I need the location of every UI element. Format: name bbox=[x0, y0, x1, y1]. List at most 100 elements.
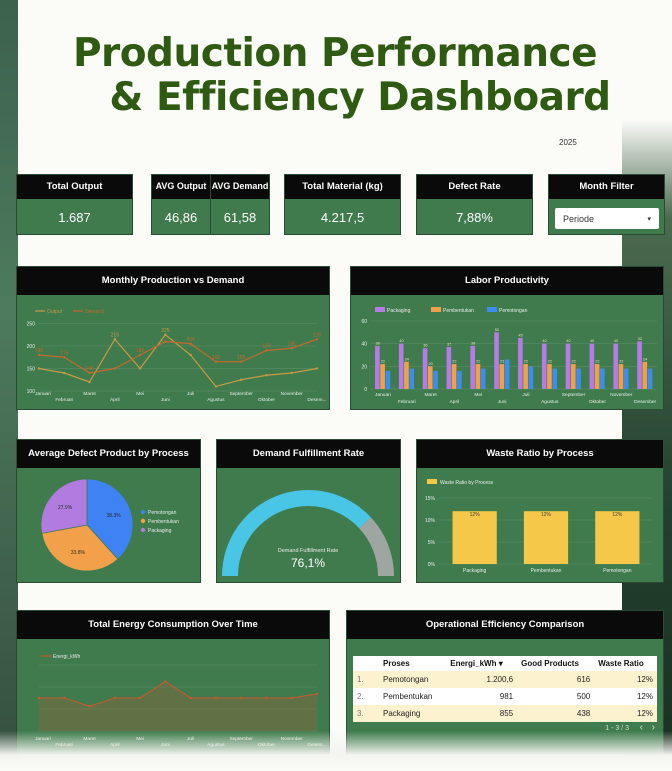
x-tick-label: Oktober bbox=[258, 397, 275, 403]
x-tick-label: Desem... bbox=[307, 397, 326, 403]
table-row[interactable]: 2. Pembentukan 981 500 12% bbox=[353, 688, 657, 705]
table-row[interactable]: 3. Packaging 855 438 12% bbox=[353, 705, 657, 722]
month-filter-value: Periode bbox=[563, 213, 595, 224]
kpi-value: 4.217,5 bbox=[320, 210, 365, 225]
bar-packaging bbox=[398, 343, 404, 389]
bar-packaging bbox=[470, 345, 476, 389]
cell-waste-ratio: 12% bbox=[636, 675, 653, 684]
cell-energi: 1.200,6 bbox=[486, 675, 514, 684]
cell-good-products: 500 bbox=[576, 692, 591, 701]
legend-swatch bbox=[140, 527, 146, 533]
data-label: 22 bbox=[524, 360, 528, 364]
data-point bbox=[265, 349, 268, 352]
kpi-value: 46,86 bbox=[164, 210, 198, 225]
legend-swatch bbox=[375, 307, 385, 312]
data-label: 180 bbox=[35, 348, 44, 354]
bar-pembentukan bbox=[618, 364, 624, 389]
legend-swatch bbox=[140, 518, 146, 524]
data-point bbox=[315, 367, 319, 370]
energy-line bbox=[39, 680, 318, 707]
data-label: 38 bbox=[376, 341, 380, 345]
data-label: 22 bbox=[595, 360, 599, 364]
col-good-products[interactable]: Good Products bbox=[517, 656, 595, 671]
data-point bbox=[189, 353, 192, 357]
data-label: 12% bbox=[612, 512, 623, 518]
row-number: 3. bbox=[357, 709, 364, 718]
data-label: 36 bbox=[423, 344, 427, 348]
bar-packaging bbox=[446, 347, 452, 389]
data-label: 22 bbox=[619, 360, 623, 364]
panel-title: Operational Efficiency Comparison bbox=[347, 611, 663, 639]
data-label: 42 bbox=[638, 337, 642, 341]
monthly-production-chart: 100 150 200 250 215 225 180 175 146 180 204 165 165 1… bbox=[27, 309, 327, 403]
prev-page-icon[interactable]: ‹ bbox=[639, 722, 643, 733]
bar-pemotongan bbox=[409, 368, 415, 389]
cell-proses: Pembentukan bbox=[383, 692, 433, 701]
series-line-output bbox=[38, 333, 318, 388]
kpi-avg-demand: AVG Demand 61,58 bbox=[211, 175, 269, 234]
data-point bbox=[290, 347, 293, 350]
bar-packaging bbox=[375, 345, 380, 389]
data-label: 22 bbox=[452, 360, 456, 364]
bar-packaging bbox=[637, 341, 642, 389]
x-tick-label: Desember bbox=[634, 399, 657, 405]
title-line-1: Production Performance bbox=[72, 31, 598, 76]
bar-waste bbox=[523, 511, 569, 564]
data-label: 175 bbox=[60, 350, 69, 356]
next-page-icon[interactable]: › bbox=[651, 722, 655, 733]
col-proses[interactable]: Proses bbox=[379, 656, 447, 671]
data-point bbox=[214, 385, 218, 388]
sort-desc-icon: ▾ bbox=[498, 659, 503, 668]
month-filter-dropdown[interactable]: Periode ▾ bbox=[555, 208, 659, 229]
data-label: 22 bbox=[548, 360, 552, 364]
panel-labor-productivity: Labor Productivity 0 20 40 60 38 22 Januari 40 2… bbox=[350, 266, 664, 410]
pie-slice-pembentukan bbox=[41, 524, 119, 572]
bar-pembentukan bbox=[475, 364, 481, 389]
data-label: 146 bbox=[85, 366, 94, 372]
data-label: 180 bbox=[136, 348, 145, 354]
panel-title: Labor Productivity bbox=[351, 267, 663, 295]
background-bottom-fade bbox=[0, 731, 672, 771]
pie-slice-packaging bbox=[40, 478, 88, 534]
bar-pembentukan bbox=[380, 364, 385, 389]
data-point bbox=[214, 696, 218, 700]
legend-label: Pembentukan bbox=[148, 519, 179, 525]
x-tick-label: Januari bbox=[35, 391, 51, 397]
data-point bbox=[265, 374, 268, 377]
ops-table: Proses Energi_kWh ▾ Good Products Waste … bbox=[353, 656, 657, 722]
legend-label: Waste Ratio by Process bbox=[440, 480, 494, 486]
series-line-demand bbox=[38, 338, 318, 374]
data-point bbox=[37, 696, 41, 700]
legend-swatch bbox=[427, 479, 437, 484]
data-label: 225 bbox=[161, 328, 170, 334]
waste-ratio-chart: 0% 5% 10% 15% 12% Packaging 12% Pembentukan 12% P… bbox=[425, 479, 653, 574]
month-filter-card: Month Filter Periode ▾ bbox=[548, 174, 665, 235]
cell-waste-ratio: 12% bbox=[636, 692, 653, 701]
x-tick-label: Juli bbox=[187, 391, 194, 397]
ops-table-header: Proses Energi_kWh ▾ Good Products Waste … bbox=[353, 656, 657, 671]
data-point bbox=[113, 696, 117, 700]
x-tick-label: November bbox=[610, 392, 633, 398]
x-tick-label: Juni bbox=[161, 397, 170, 403]
data-point bbox=[290, 371, 293, 375]
bar-pemotongan bbox=[647, 368, 653, 389]
data-point bbox=[164, 680, 167, 683]
col-energi[interactable]: Energi_kWh ▾ bbox=[446, 656, 518, 671]
legend-label: Pemotongan bbox=[148, 510, 177, 516]
y-tick-label: 40 bbox=[361, 342, 367, 348]
data-point bbox=[113, 367, 117, 370]
row-number: 2. bbox=[357, 692, 364, 701]
data-point bbox=[239, 378, 243, 381]
table-row[interactable]: 1. Pemotongan 1.200,6 616 12% bbox=[353, 671, 657, 688]
data-label: 40 bbox=[399, 339, 403, 343]
data-label: 215 bbox=[111, 332, 120, 338]
data-point bbox=[88, 371, 91, 375]
labor-productivity-chart: 0 20 40 60 38 22 Januari 40 24 Februari 36 20 Maret 3… bbox=[361, 307, 657, 405]
panel-energy-consumption: Total Energy Consumption Over Time Janua… bbox=[16, 610, 330, 754]
col-waste-ratio[interactable]: Waste Ratio bbox=[594, 656, 657, 671]
bar-pembentukan bbox=[642, 361, 648, 389]
data-point bbox=[88, 705, 91, 708]
data-point bbox=[290, 696, 293, 700]
x-tick-label: Packaging bbox=[463, 568, 487, 574]
data-point bbox=[265, 696, 268, 700]
